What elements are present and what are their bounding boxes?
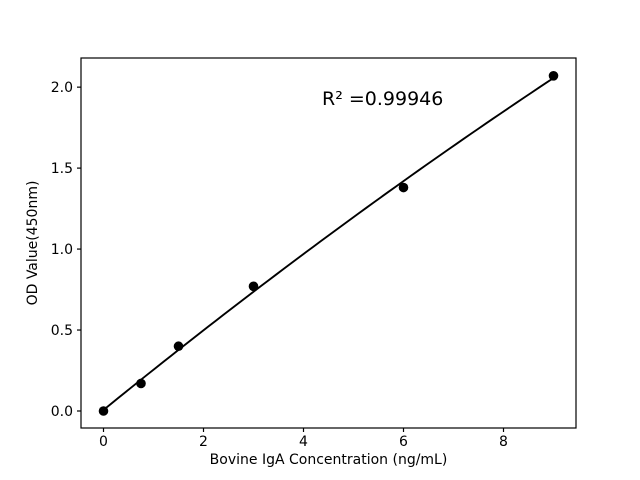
y-tick-label: 1.5 (51, 161, 73, 177)
axes-frame (80, 57, 577, 429)
data-point (248, 281, 259, 292)
data-point (173, 341, 184, 352)
x-tick-label: 6 (399, 434, 408, 450)
fit-line (102, 77, 555, 411)
y-tick-label: 0.5 (51, 323, 73, 339)
data-point (398, 182, 409, 193)
x-tick-label: 4 (299, 434, 308, 450)
x-tick-label: 8 (499, 434, 508, 450)
y-tick-label: 1.0 (51, 242, 73, 258)
y-axis-label: OD Value(450nm) (25, 180, 41, 306)
y-tick-label: 0.0 (51, 404, 73, 420)
y-tick-label: 2.0 (51, 80, 73, 96)
data-point (136, 378, 146, 389)
r-squared-annotation: R² =0.99946 (322, 88, 444, 110)
x-tick-label: 0 (99, 434, 108, 450)
data-point (548, 71, 559, 81)
x-axis-label: Bovine IgA Concentration (ng/mL) (209, 452, 448, 468)
data-point (98, 406, 109, 416)
x-tick-label: 2 (199, 434, 208, 450)
